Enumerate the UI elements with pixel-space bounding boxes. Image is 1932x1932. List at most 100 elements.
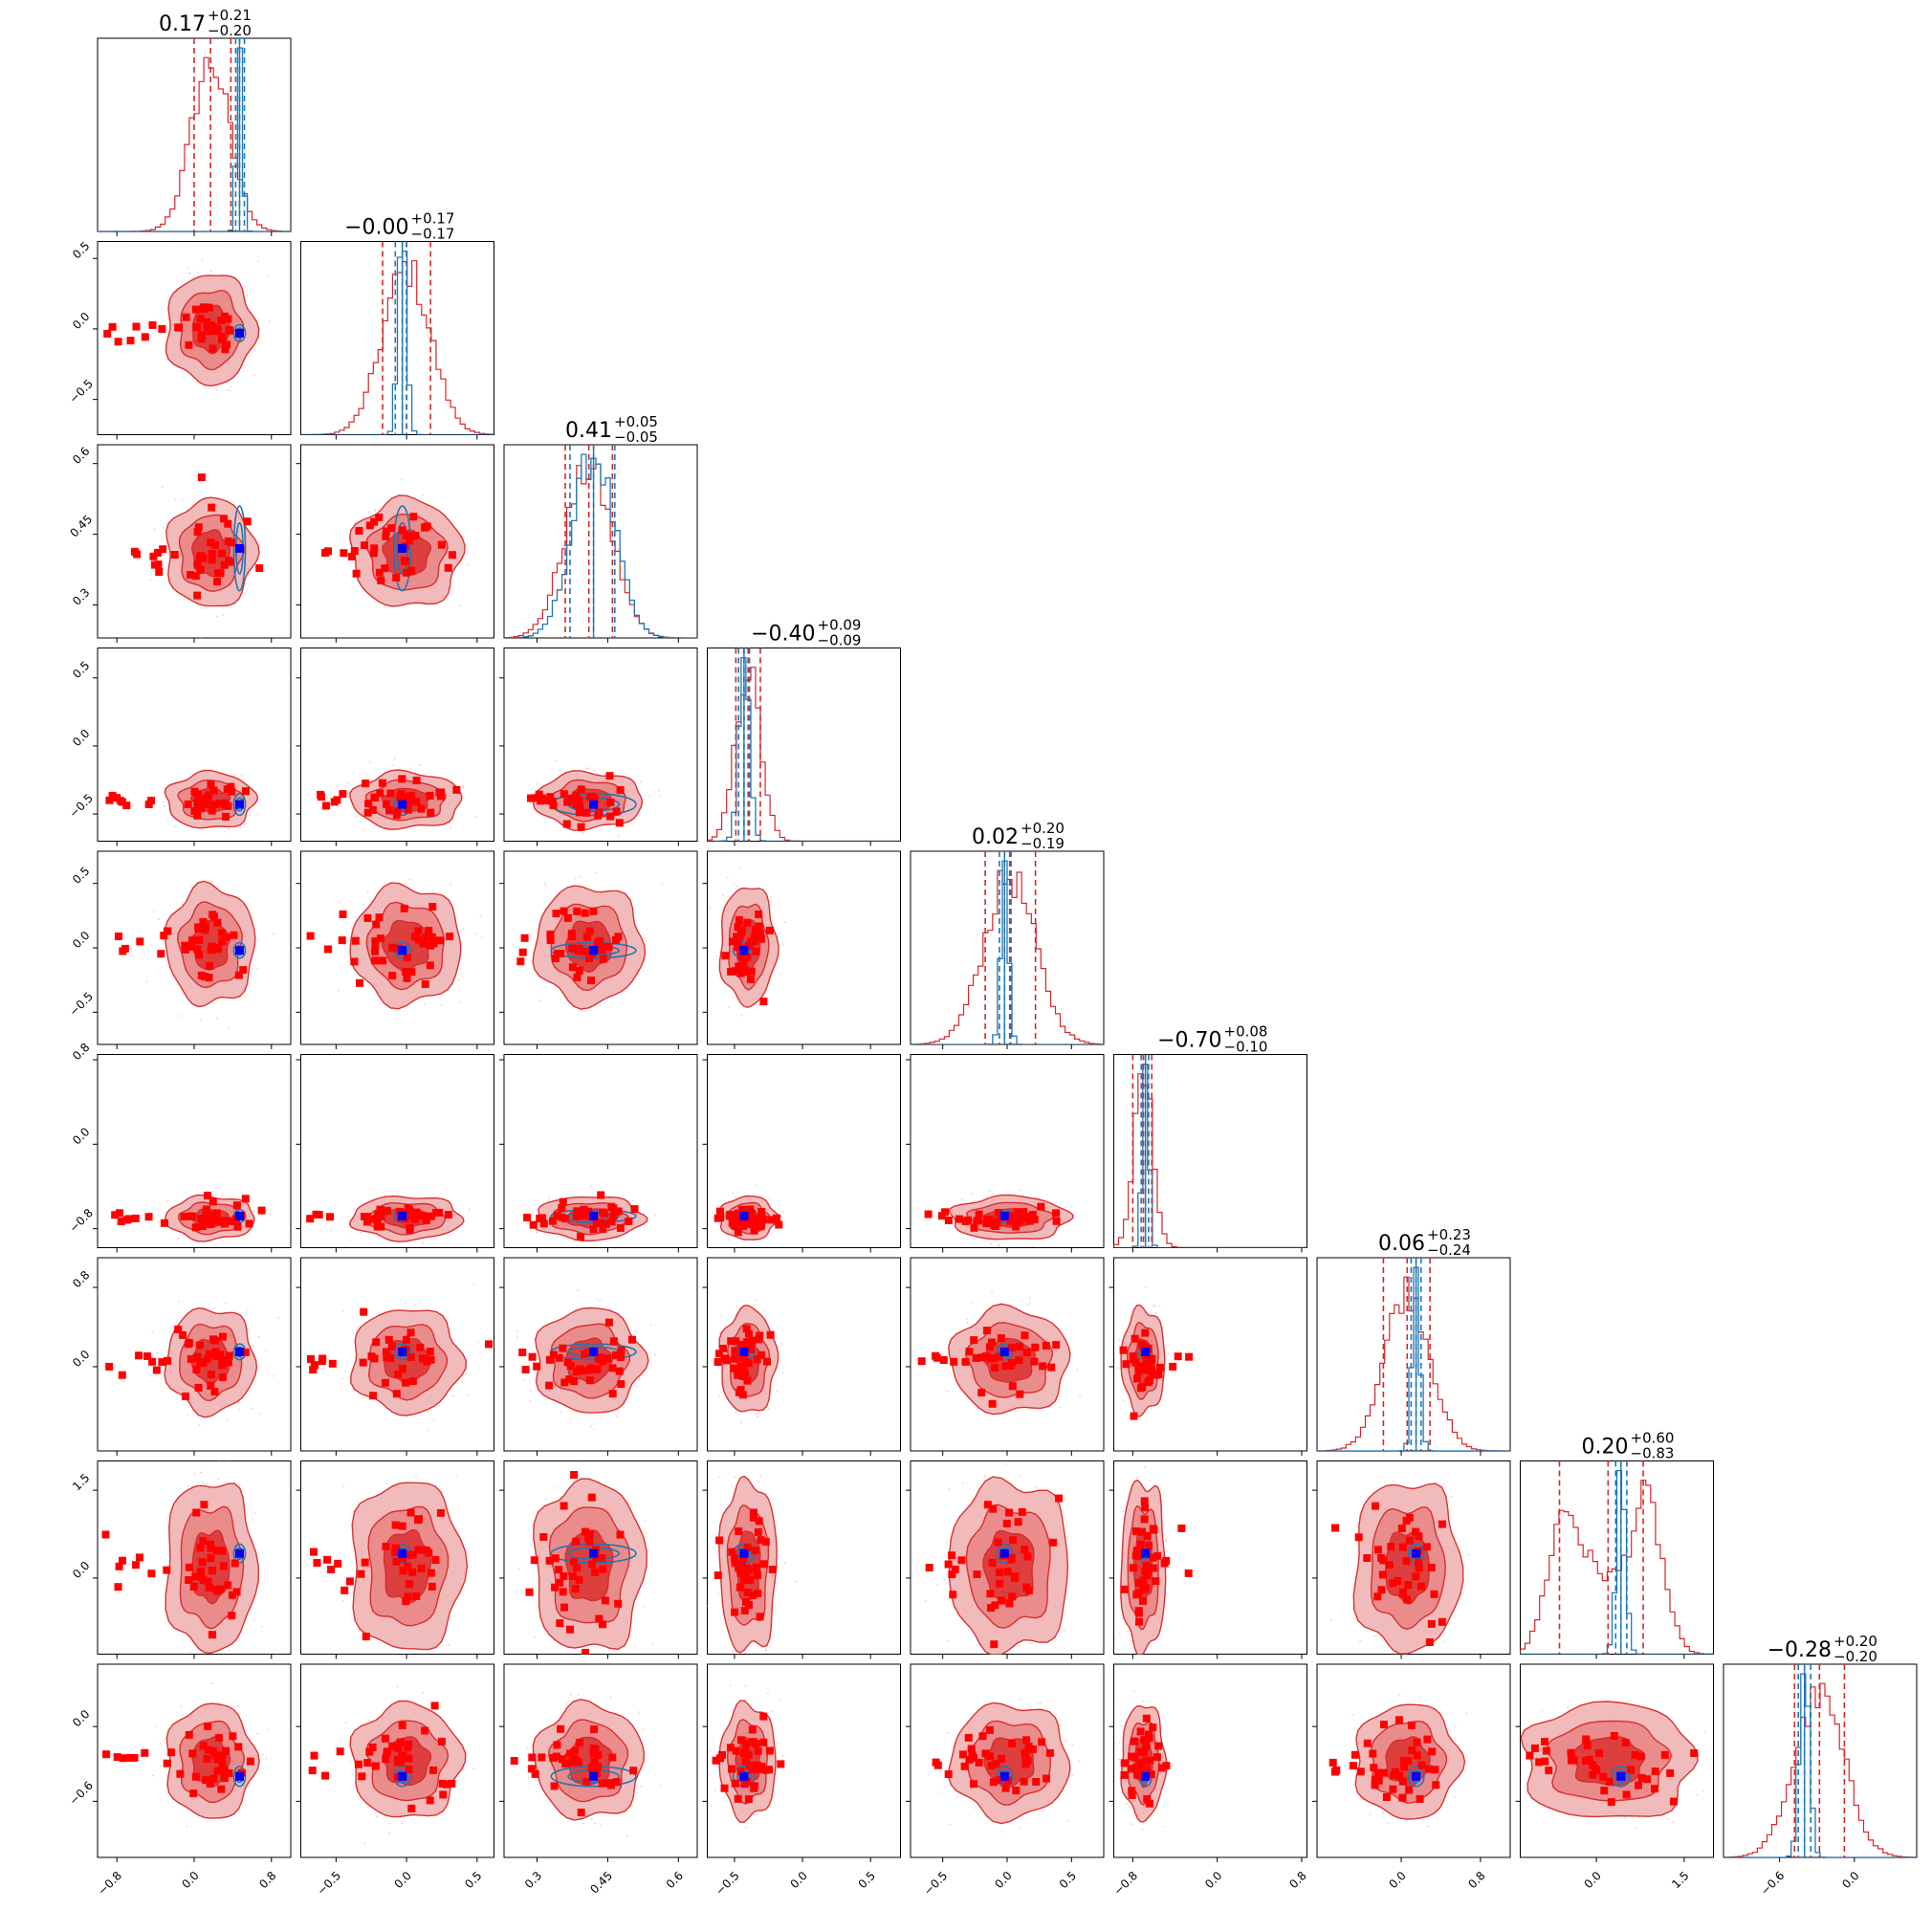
sample-point [329,558,331,560]
red-marker [375,568,384,577]
sample-point [158,918,160,920]
blue-histogram [300,250,494,435]
red-marker [755,1215,763,1223]
red-marker [231,1559,239,1568]
red-marker [414,1516,422,1525]
red-marker [224,1358,232,1367]
red-marker [1052,1209,1061,1218]
red-marker [392,574,401,582]
scatter-panel-4-2 [296,648,494,846]
truth-marker [999,1347,1009,1356]
sample-point [422,1241,425,1244]
red-marker [149,552,158,560]
red-marker [761,1538,770,1547]
red-marker [356,978,363,987]
scatter-panel-7-6 [1109,1257,1307,1456]
red-marker [737,952,746,960]
red-marker [763,1357,771,1366]
red-marker [427,808,435,817]
red-marker [219,1332,227,1341]
red-marker [750,1226,758,1235]
red-marker [583,933,591,941]
sample-point [253,349,256,352]
red-marker [160,1218,168,1227]
sample-point [990,1242,992,1245]
red-marker [396,793,405,801]
red-marker [381,564,389,573]
sample-point [719,1370,722,1372]
sample-point [970,1193,973,1195]
red-marker [990,1354,999,1363]
red-marker [136,937,144,946]
sample-point [783,1562,786,1564]
red-marker [539,1533,548,1541]
sample-point [718,1476,721,1479]
red-marker [574,947,582,955]
sample-point [230,385,231,388]
truth-marker [589,1548,599,1558]
red-marker [523,1214,532,1221]
red-marker [224,315,232,323]
red-marker [199,1537,208,1546]
sample-point [259,804,262,807]
red-marker [739,959,748,968]
sample-point [346,793,349,795]
red-marker [404,805,412,814]
red-marker [767,1216,776,1224]
red-marker [218,1361,227,1370]
red-marker [735,933,744,941]
red-marker [203,1354,211,1363]
red-marker [1028,1211,1037,1218]
red-marker [1132,1374,1141,1383]
panel-title-minus: −0.17 [411,226,455,243]
sample-point [368,511,370,513]
red-marker [179,1330,187,1339]
red-marker [985,1343,994,1351]
red-marker [755,1517,763,1526]
sample-point [1118,1338,1120,1341]
red-marker [446,933,454,941]
red-marker [731,1608,739,1616]
red-marker [608,1364,617,1372]
sample-point [166,818,169,821]
red-marker [566,1362,575,1371]
panel-title-minus: −0.09 [818,632,862,649]
panel-title-plus: +0.09 [818,617,862,634]
sample-point [227,388,229,391]
blue-contour [232,505,247,592]
sample-point [360,1231,362,1234]
red-marker [209,1197,217,1206]
red-marker [198,1558,207,1567]
red-marker [559,1588,567,1596]
red-marker [412,777,421,784]
scatter-panel-8-5 [906,1460,1105,1659]
red-marker [211,1586,220,1594]
red-marker [955,1215,963,1223]
sample-point [189,1651,191,1653]
sample-point [783,921,786,923]
red-marker [1174,1352,1182,1361]
red-marker [566,1625,574,1634]
red-marker [608,1390,617,1398]
sample-point [145,980,148,982]
truth-marker [398,1347,407,1356]
red-marker [559,1197,567,1206]
red-marker [750,933,758,941]
sample-point [585,767,587,770]
sample-point [779,1343,782,1345]
red-marker [585,927,594,935]
red-marker [403,954,411,961]
sample-point [200,637,203,638]
scatter-panel-3-1: 0.30.450.6 [67,444,292,643]
red-marker [191,1223,200,1232]
red-marker [222,933,231,942]
sample-point [755,1299,757,1302]
red-marker [448,551,456,560]
red-marker [734,1228,742,1237]
red-marker [159,545,167,554]
blue-contour [232,323,247,342]
red-marker [560,907,568,915]
red-marker [114,338,122,346]
sample-point [408,878,411,881]
red-marker [382,532,390,540]
